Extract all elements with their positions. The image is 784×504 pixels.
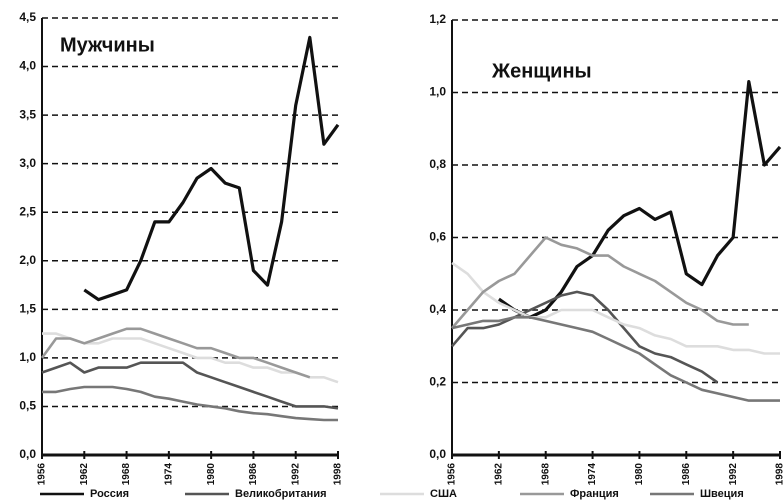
x-tick-label: 1962 [493,463,504,486]
series-line [42,385,338,422]
series-line [40,327,311,379]
y-tick-label: 4,0 [19,59,36,73]
y-tick-label: 1,5 [19,302,36,316]
y-tick-label: 0,4 [429,302,446,316]
series-line [451,236,749,329]
legend-label: Россия [90,488,129,500]
x-tick-label: 1986 [248,463,259,486]
x-tick-label: 1968 [540,463,551,486]
y-tick-label: 3,5 [19,107,36,121]
panel-title: Мужчины [60,34,155,56]
y-tick-label: 0,6 [429,230,446,244]
x-tick-label: 1998 [775,463,784,486]
x-tick-label: 1962 [79,463,90,486]
y-tick-label: 0,5 [19,399,36,413]
x-tick-label: 1956 [37,463,48,486]
y-tick-label: 1,0 [429,85,446,99]
legend-label: Швеция [700,488,744,500]
legend-label: Великобритания [235,488,327,500]
x-tick-label: 1974 [163,463,174,486]
y-tick-label: 4,5 [19,10,36,24]
y-tick-label: 0,8 [429,157,446,171]
x-tick-label: 1968 [121,463,132,486]
series-line [497,80,782,319]
y-tick-label: 0,0 [19,447,36,461]
y-tick-label: 2,5 [19,204,36,218]
y-tick-label: 0,2 [429,375,446,389]
series-line [42,332,339,384]
y-tick-label: 0,0 [429,447,446,461]
series-line [451,316,780,402]
y-tick-label: 1,0 [19,350,36,364]
series-line [451,261,780,355]
series-line [41,361,339,410]
x-tick-label: 1992 [728,463,739,486]
series-line [83,35,340,302]
y-tick-label: 2,0 [19,253,36,267]
x-tick-label: 1974 [587,463,598,486]
x-tick-label: 1986 [681,463,692,486]
legend-label: Франция [570,488,619,500]
x-tick-label: 1980 [634,463,645,486]
y-tick-label: 3,0 [19,156,36,170]
x-tick-label: 1980 [206,463,217,486]
legend-label: США [430,488,457,500]
panel-title: Женщины [491,60,592,82]
series-line [451,290,719,384]
x-tick-label: 1956 [447,463,458,486]
x-tick-label: 1998 [333,463,344,486]
y-tick-label: 1,2 [429,12,446,26]
x-tick-label: 1992 [290,463,301,486]
